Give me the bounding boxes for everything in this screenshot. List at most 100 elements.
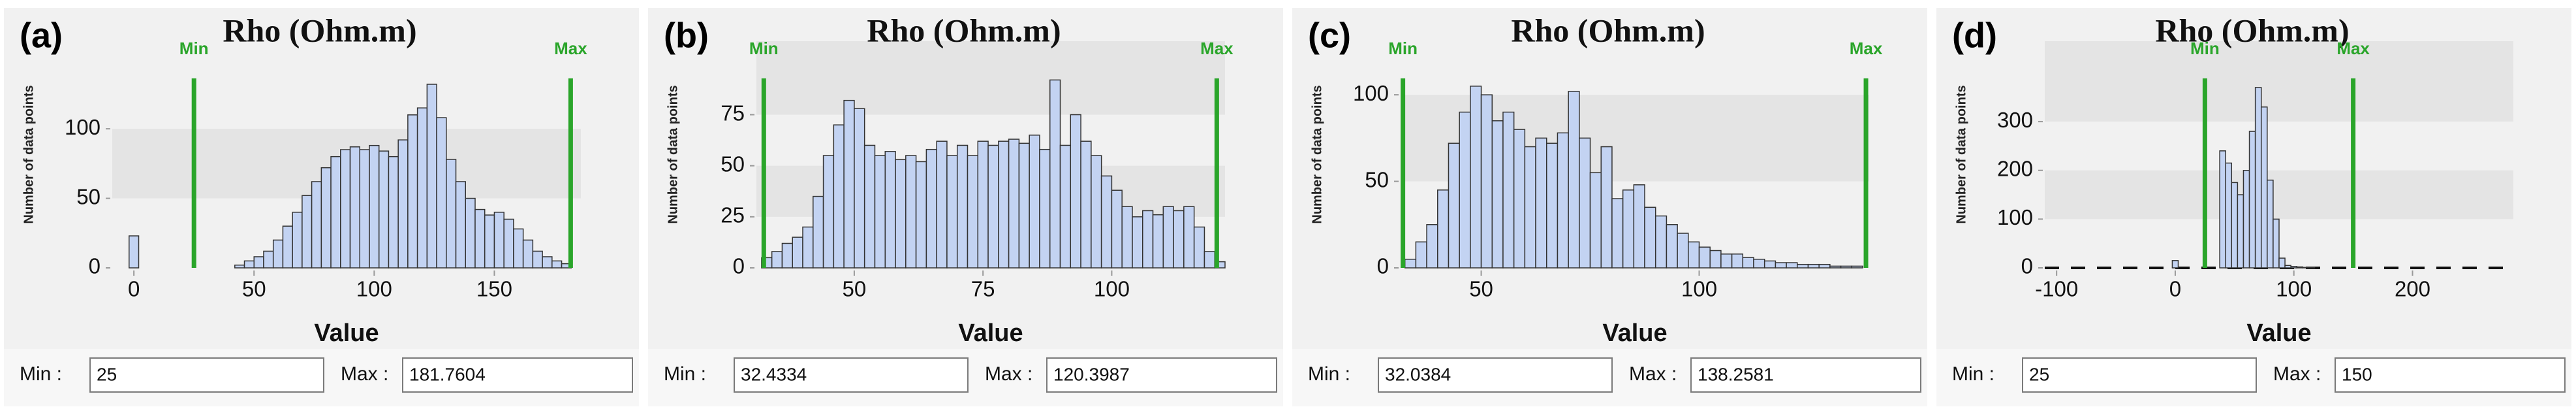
y-axis-label: Number of data points (22, 85, 36, 223)
bar (253, 256, 264, 269)
bar (1633, 184, 1645, 269)
bar (1480, 94, 1493, 269)
x-tick-label: 200 (2395, 277, 2430, 301)
bar (1459, 111, 1471, 269)
bar (330, 155, 341, 269)
bar (340, 149, 351, 269)
bar (493, 212, 504, 269)
bar (234, 264, 245, 269)
x-tick-label: 150 (476, 277, 512, 301)
max-input-value: 138.2581 (1698, 364, 1774, 384)
bar (1579, 137, 1591, 269)
bar (359, 149, 370, 269)
bar (1152, 214, 1164, 269)
bar (513, 228, 524, 269)
bar (833, 124, 845, 269)
y-axis-label: Number of data points (1954, 85, 1968, 223)
bar (1644, 206, 1656, 269)
x-axis-label: Value (958, 319, 1023, 347)
bar (1008, 139, 1020, 269)
bar (1698, 246, 1711, 269)
max-input (1690, 357, 1921, 393)
bar (1688, 241, 1700, 269)
max-input (402, 357, 633, 393)
bar (2267, 179, 2274, 269)
bar (1502, 111, 1515, 269)
x-tick-label: 100 (1094, 277, 1130, 301)
bar (263, 250, 274, 269)
x-tick-label: 100 (2276, 277, 2312, 301)
min-input (89, 357, 324, 393)
marker-label: Max (1850, 39, 1883, 58)
bar (1753, 259, 1765, 269)
bar (998, 140, 1010, 269)
bar (436, 117, 447, 269)
bar (2308, 267, 2316, 269)
bar (1840, 265, 1853, 269)
x-axis-label: Value (1602, 319, 1667, 347)
bar (956, 144, 969, 269)
min-input-value: 25 (2029, 364, 2049, 384)
bar (1091, 155, 1102, 269)
bar (388, 155, 399, 269)
panel-label: (b) (664, 16, 709, 55)
marker-label: Min (2190, 39, 2220, 58)
bar (905, 155, 917, 269)
bar (484, 214, 495, 269)
bar (1742, 257, 1754, 269)
max-field-label: Max : (341, 363, 388, 385)
panel-label: (a) (20, 16, 63, 55)
bar (2171, 260, 2179, 269)
max-field-label: Max : (2273, 363, 2321, 385)
bar (2237, 194, 2244, 269)
min-input-value: 25 (97, 364, 117, 384)
y-axis-label: Number of data points (666, 85, 680, 223)
bar (822, 155, 835, 269)
bar (503, 218, 514, 269)
bar (843, 99, 855, 269)
panel-label: (d) (1952, 16, 1997, 55)
bar (542, 256, 553, 269)
bar (1524, 146, 1536, 269)
bar (311, 181, 322, 269)
min-input (2022, 357, 2257, 393)
bar (1162, 206, 1174, 269)
bar (1545, 142, 1559, 269)
min-input (1378, 357, 1613, 393)
bar (1059, 144, 1072, 269)
marker-label: Min (749, 39, 779, 58)
bar (1775, 262, 1787, 269)
y-tick-label: 300 (1997, 108, 2033, 132)
bar (1049, 79, 1061, 269)
bar (446, 159, 457, 269)
marker-label: Min (1388, 39, 1418, 58)
min-field-label: Min : (664, 363, 706, 385)
bar (1720, 254, 1733, 269)
bar (2225, 162, 2233, 269)
bar (1203, 251, 1215, 269)
bar (863, 144, 876, 269)
bar (1070, 114, 1081, 269)
bar (1029, 135, 1040, 269)
bar (302, 195, 313, 269)
bar (1426, 224, 1438, 269)
x-tick-label: 50 (1469, 277, 1493, 301)
max-field-label: Max : (1629, 363, 1677, 385)
bar (1491, 120, 1504, 269)
bar (2278, 257, 2286, 269)
bar (397, 139, 409, 269)
y-axis-label: Number of data points (1310, 85, 1324, 223)
bar (369, 144, 380, 269)
bar (854, 108, 865, 269)
bar (1448, 142, 1460, 269)
bar (967, 155, 979, 269)
bar (1183, 206, 1195, 269)
bar (1193, 226, 1205, 269)
bar (292, 212, 303, 269)
bar (320, 167, 332, 269)
x-axis-label: Value (314, 319, 379, 347)
min-field-label: Min : (20, 363, 62, 385)
bar (1654, 215, 1668, 269)
min-input (734, 357, 969, 393)
